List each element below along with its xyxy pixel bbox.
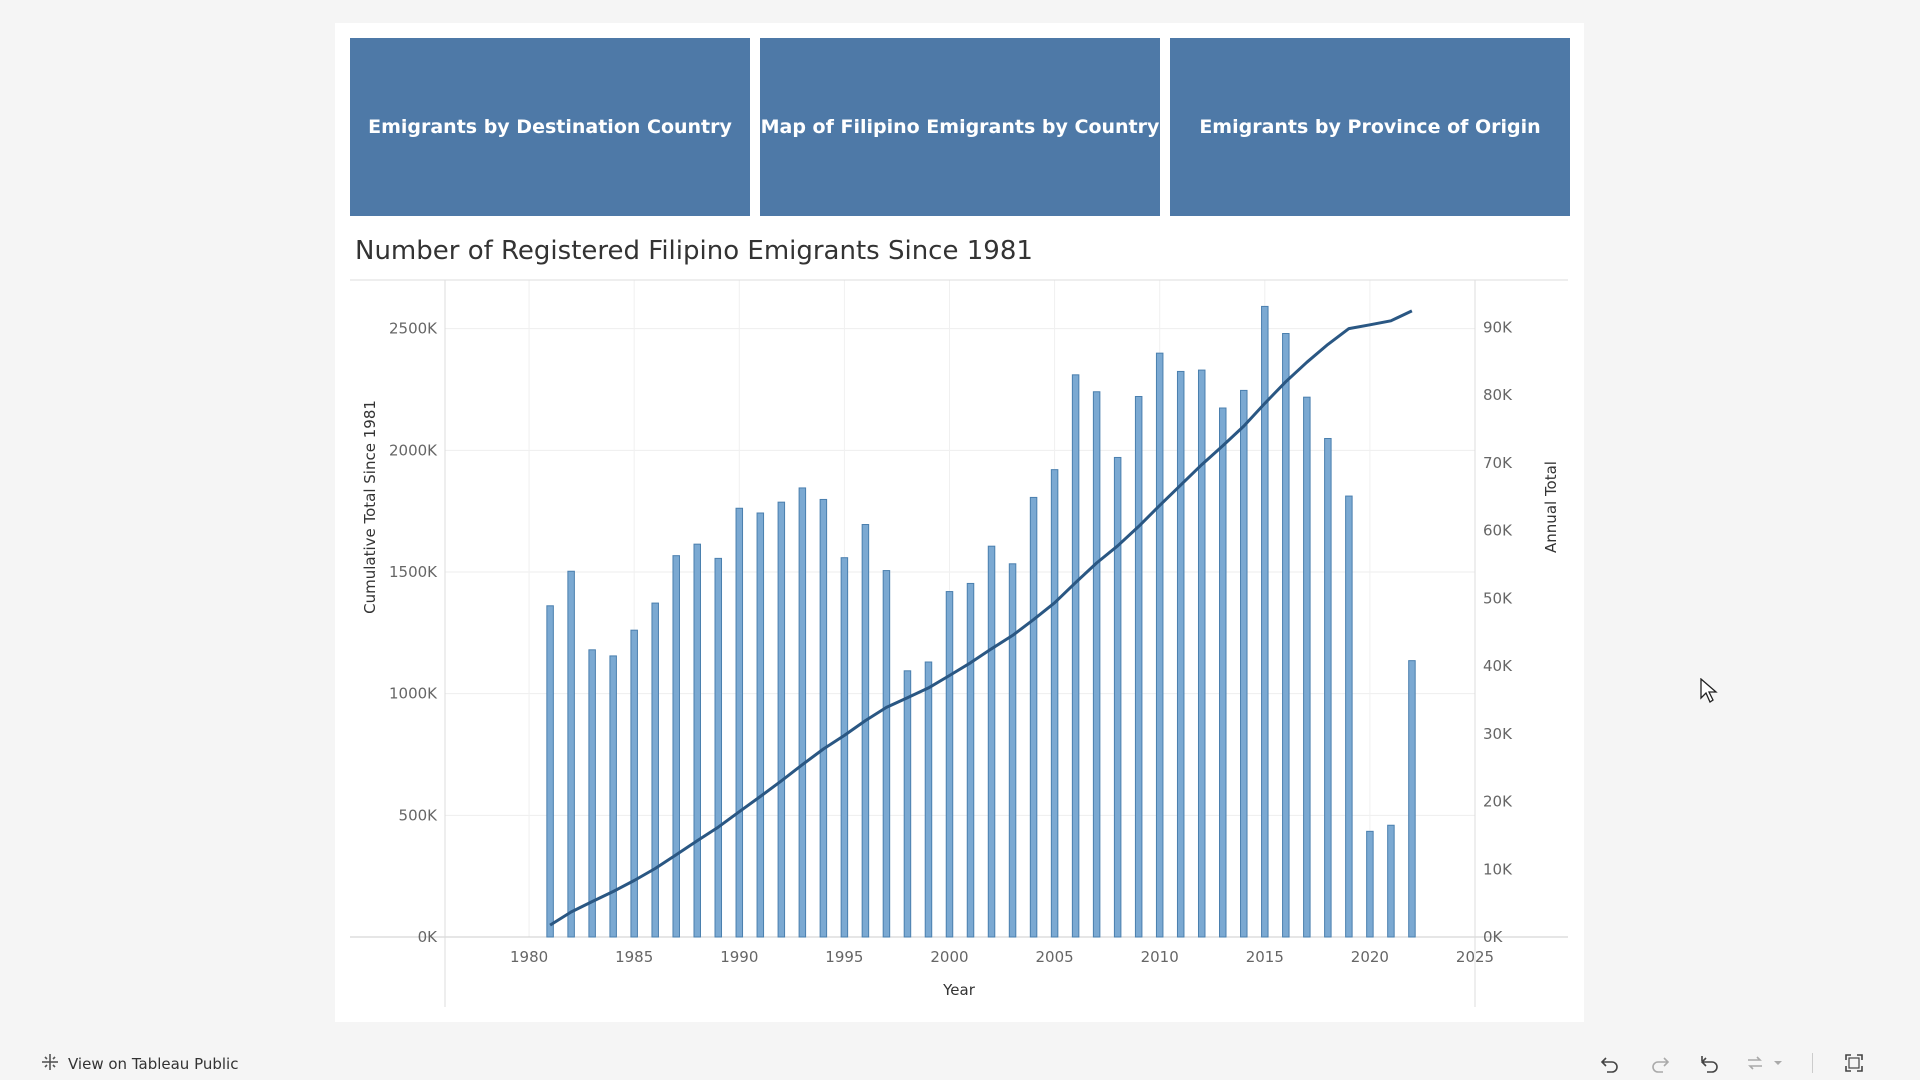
toolbar-divider	[1812, 1053, 1813, 1073]
y-right-tick-label: 80K	[1483, 386, 1513, 404]
bar-annual-2006	[1071, 374, 1080, 938]
toolbar	[1595, 1048, 1869, 1078]
chart-frame	[350, 279, 1568, 1007]
y-axis-left-ticks: 0K 500K 1000K 1500K 2000K 2500K	[389, 320, 438, 946]
bar-annual-1990	[735, 507, 744, 938]
grid	[445, 280, 1476, 937]
bar-annual-2016	[1282, 333, 1290, 938]
chevron-down-icon[interactable]	[1770, 1048, 1786, 1078]
nav-button-map[interactable]: Map of Filipino Emigrants by Country	[760, 38, 1160, 216]
x-tick-label: 1985	[615, 948, 653, 966]
bar-annual-2018	[1324, 437, 1332, 938]
bar-annual-1992	[777, 501, 786, 938]
bar-annual-1996	[861, 524, 870, 938]
bar-annual-2013	[1219, 407, 1227, 938]
bar-annual-2008	[1113, 456, 1122, 938]
bar-annual-2003	[1008, 563, 1017, 938]
y-right-tick-label: 70K	[1483, 454, 1513, 472]
y-right-tick-label: 20K	[1483, 793, 1513, 811]
bar-annual-1999	[924, 661, 933, 938]
x-tick-label: 2020	[1351, 948, 1389, 966]
x-axis-title: Year	[942, 981, 976, 999]
y-left-tick-label: 2500K	[389, 320, 438, 338]
y-right-tick-label: 60K	[1483, 522, 1513, 540]
refresh-icon[interactable]	[1740, 1048, 1770, 1078]
bar-annual-2011	[1176, 370, 1185, 938]
bar-annual-2015	[1261, 305, 1269, 938]
undo-icon[interactable]	[1595, 1048, 1625, 1078]
y-left-tick-label: 1000K	[389, 685, 438, 703]
bar-annual-2000	[945, 591, 954, 938]
chart-title: Number of Registered Filipino Emigrants …	[355, 236, 1033, 266]
tableau-logo-icon	[40, 1052, 60, 1076]
bar-annual-1982	[567, 570, 575, 938]
bar-annual-2004	[1029, 496, 1038, 938]
revert-icon[interactable]	[1695, 1048, 1725, 1078]
bar-annual-2021	[1387, 824, 1395, 938]
bar-annual-1989	[714, 557, 723, 938]
y-right-tick-label: 0K	[1483, 928, 1504, 946]
bar-annual-2007	[1092, 391, 1101, 938]
x-tick-label: 2025	[1456, 948, 1494, 966]
bar-annual-2012	[1197, 369, 1206, 938]
x-tick-label: 2000	[930, 948, 968, 966]
x-tick-label: 2010	[1141, 948, 1179, 966]
fullscreen-icon[interactable]	[1839, 1048, 1869, 1078]
bar-annual-1991	[756, 512, 765, 938]
nav-button-destination-country[interactable]: Emigrants by Destination Country	[350, 38, 750, 216]
bar-annual-2005	[1050, 469, 1059, 938]
line-cumulative	[549, 309, 1413, 927]
bar-annual-1987	[672, 555, 680, 938]
y-axis-right-ticks: 0K 10K 20K 30K 40K 50K 60K 70K 80K 90K	[1483, 318, 1513, 946]
y-right-tick-label: 30K	[1483, 725, 1513, 743]
bar-annual-1985	[630, 629, 638, 938]
bar-annual-1995	[840, 557, 849, 938]
bar-annual-1993	[798, 487, 807, 938]
y-left-tick-label: 1500K	[389, 563, 438, 581]
x-axis-ticks: 1980 1985 1990 1995 2000 2005 2010 2015 2020 2025	[510, 948, 1494, 966]
y-right-tick-label: 50K	[1483, 589, 1513, 607]
bar-annual-2022	[1408, 660, 1416, 938]
bar-annual-2017	[1303, 396, 1311, 938]
bar-annual-2020	[1366, 830, 1374, 938]
bar-annual-2019	[1345, 495, 1353, 938]
y-left-tick-label: 2000K	[389, 441, 438, 459]
x-tick-label: 1990	[720, 948, 758, 966]
redo-icon[interactable]	[1645, 1048, 1675, 1078]
bar-annual-2009	[1134, 395, 1143, 938]
x-tick-label: 2005	[1035, 948, 1073, 966]
view-on-tableau-label: View on Tableau Public	[68, 1055, 239, 1073]
line-cumulative-total	[549, 309, 1413, 927]
bar-annual-1986	[651, 602, 659, 938]
y-left-tick-label: 0K	[418, 928, 439, 946]
y-axis-left-title: Cumulative Total Since 1981	[361, 400, 379, 614]
bar-annual-1984	[609, 655, 617, 938]
bars-annual-total	[546, 305, 1416, 938]
bar-annual-1981	[546, 605, 554, 938]
x-tick-label: 1995	[825, 948, 863, 966]
y-axis-right-title: Annual Total	[1542, 461, 1560, 553]
view-on-tableau-link[interactable]: View on Tableau Public	[40, 1052, 238, 1076]
bar-annual-1997	[882, 570, 891, 938]
x-tick-label: 1980	[510, 948, 548, 966]
bar-annual-1994	[819, 498, 828, 938]
bar-annual-1998	[903, 670, 912, 938]
mouse-cursor-icon	[1700, 677, 1718, 709]
bar-annual-2010	[1155, 352, 1164, 938]
y-right-tick-label: 90K	[1483, 318, 1513, 336]
bar-annual-1983	[588, 649, 596, 938]
y-right-tick-label: 10K	[1483, 860, 1513, 878]
bar-annual-1988	[693, 543, 701, 938]
x-tick-label: 2015	[1246, 948, 1284, 966]
bar-annual-2014	[1240, 389, 1248, 938]
chart: 0K 500K 1000K 1500K 2000K 2500K 0K 10K 20K 30K 40…	[350, 279, 1568, 1007]
y-left-tick-label: 500K	[399, 806, 439, 824]
bar-annual-2002	[987, 545, 996, 938]
bar-annual-2001	[966, 582, 975, 938]
dashboard-canvas: Emigrants by Destination Country Map of …	[335, 23, 1584, 1022]
nav-button-province-origin[interactable]: Emigrants by Province of Origin	[1170, 38, 1570, 216]
y-right-tick-label: 40K	[1483, 657, 1513, 675]
